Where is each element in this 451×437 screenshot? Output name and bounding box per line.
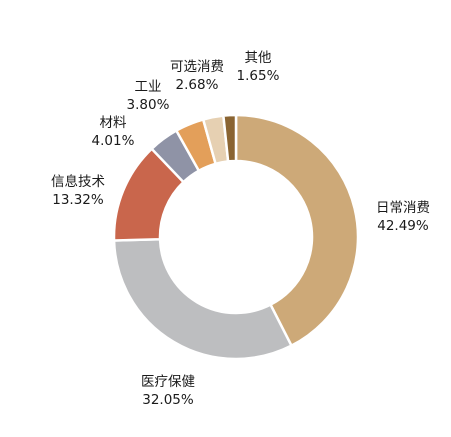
slice-name-4: 材料 [100,115,127,131]
slice-labels: 日常消费 42.49% 医疗保健 32.05% 信息技术 13.32% 材料 4.01% 工业 3… [51,50,430,408]
slice-2 [112,237,294,361]
slice-name-1: 日常消费 [376,200,430,216]
slice-percent-7: 1.65% [237,68,280,84]
slice-percent-2: 32.05% [142,392,194,408]
donut-slices [112,113,360,361]
slice-name-5: 工业 [135,79,162,95]
slice-7 [222,113,238,163]
slice-percent-6: 2.68% [176,77,219,93]
slice-name-3: 信息技术 [51,173,105,190]
slice-1 [234,113,360,348]
slice-name-2: 医疗保健 [141,374,195,390]
slice-percent-4: 4.01% [92,133,135,149]
slice-percent-5: 3.80% [127,97,170,113]
slice-percent-1: 42.49% [377,218,429,234]
slice-percent-3: 13.32% [52,192,104,208]
slice-name-6: 可选消费 [170,59,224,75]
slice-name-7: 其他 [245,50,272,66]
